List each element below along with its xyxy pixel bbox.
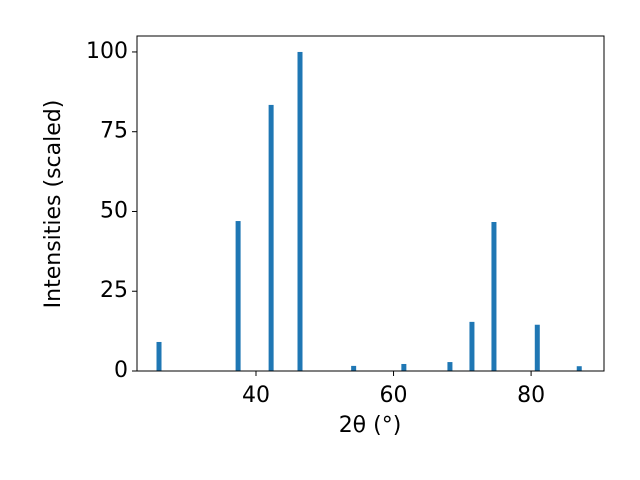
plot-frame (136, 35, 605, 372)
x-axis-label: 2θ (°) (339, 413, 402, 438)
bar (401, 363, 407, 371)
bar (534, 324, 540, 371)
bar (491, 222, 497, 371)
bar (576, 366, 582, 371)
y-axis-label: Intensities (scaled) (41, 100, 66, 309)
bar (297, 51, 303, 371)
bar (268, 104, 274, 372)
bar (156, 341, 162, 371)
x-tick-label: 40 (242, 383, 270, 408)
bar (351, 365, 357, 371)
y-tick-label: 25 (100, 278, 128, 303)
x-tick-label: 60 (380, 383, 408, 408)
y-tick-label: 0 (114, 358, 128, 383)
y-tick-label: 75 (100, 119, 128, 144)
bar (447, 362, 453, 371)
x-tick-label: 80 (517, 383, 545, 408)
bar (235, 221, 241, 371)
y-tick-label: 100 (86, 39, 128, 64)
bar (469, 321, 475, 371)
y-tick-label: 50 (100, 198, 128, 223)
